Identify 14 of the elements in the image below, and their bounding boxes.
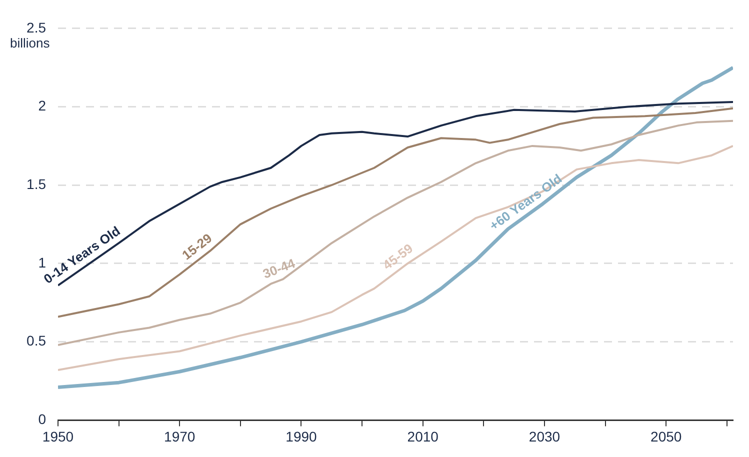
y-tick-label: 0 — [38, 411, 46, 428]
x-tick-label: 1950 — [42, 428, 74, 444]
x-tick-label: 1970 — [164, 428, 196, 444]
y-tick-label: 2 — [38, 98, 46, 114]
x-tick-label: 2010 — [407, 428, 439, 444]
x-tick-label: 2030 — [528, 428, 560, 444]
y-axis-title: billions — [10, 35, 50, 50]
x-tick-label: 1990 — [286, 428, 318, 444]
x-tick-label: 2050 — [650, 428, 682, 444]
y-tick-label: 1 — [38, 254, 46, 270]
y-tick-label: 0.5 — [26, 332, 46, 349]
text: 30-44 — [260, 255, 298, 282]
y-tick-label: 1.5 — [26, 176, 46, 192]
y-tick-label: 2.5 — [26, 19, 46, 36]
